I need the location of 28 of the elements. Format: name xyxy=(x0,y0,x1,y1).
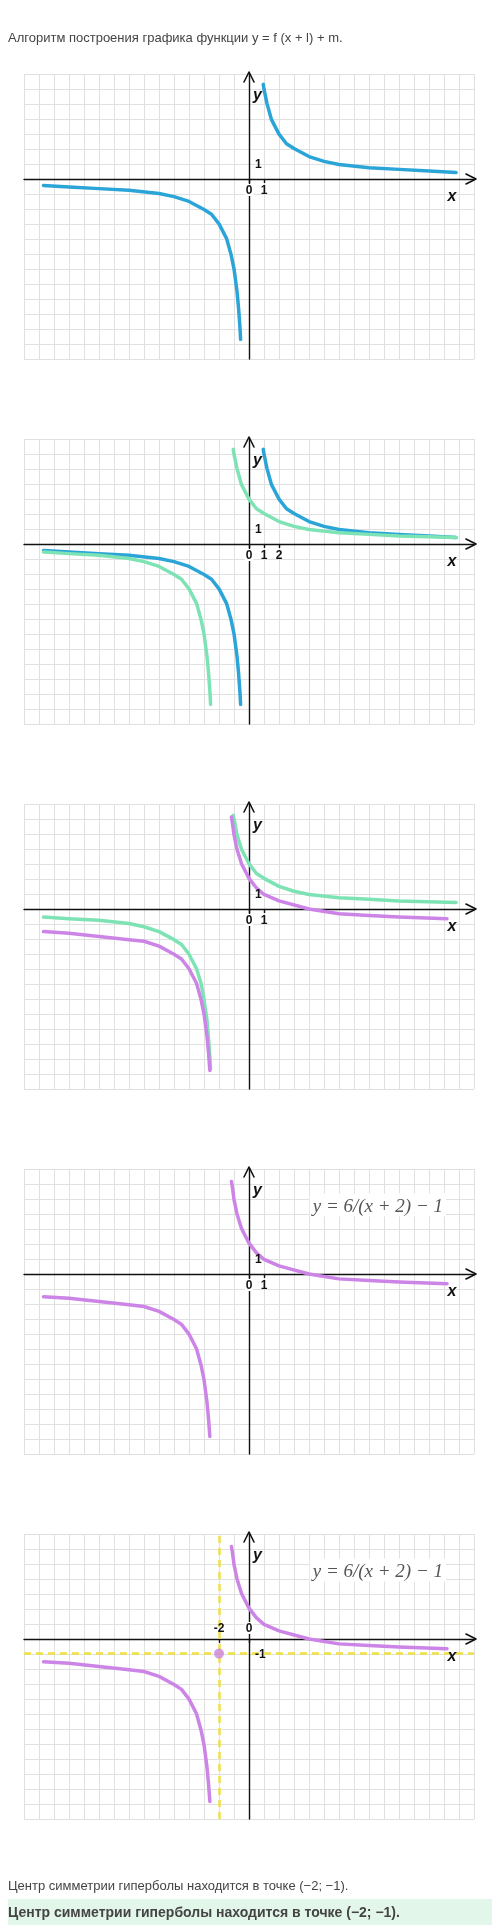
x-tick-label: 0 xyxy=(245,548,253,562)
text: Центр симметрии гиперболы находится в точке (−2; −1). xyxy=(8,1899,492,1925)
annotation: 1 xyxy=(255,157,262,171)
y-axis-title: y xyxy=(252,1545,263,1563)
x-axis-title: x xyxy=(446,1646,458,1664)
annotation: y = 6/(x + 2) − 1 xyxy=(310,1194,443,1217)
y-axis-title: y xyxy=(252,85,263,103)
annotation: y = 6/(x + 2) − 1 xyxy=(310,1559,443,1582)
x-tick-label: 0 xyxy=(245,183,253,197)
annotation: 1 xyxy=(255,522,262,536)
x-axis-title: x xyxy=(446,916,458,934)
y-axis-title: y xyxy=(252,450,263,468)
annotation: 1 xyxy=(255,887,262,901)
x-axis-title: x xyxy=(446,551,458,569)
x-tick-label: -2 xyxy=(213,1621,225,1635)
y-axis-title: y xyxy=(252,815,263,833)
x-tick-label: 0 xyxy=(245,913,253,927)
x-tick-label: 2 xyxy=(275,548,283,562)
y-axis-title: y xyxy=(252,1180,263,1198)
annotation: -1 xyxy=(255,1646,266,1661)
text: Центр симметрии гиперболы находится в точке (−2; −1). xyxy=(8,1877,350,1895)
x-axis-title: x xyxy=(446,186,458,204)
annotation: 1 xyxy=(255,1252,262,1266)
x-tick-label: 0 xyxy=(245,1621,253,1635)
x-tick-label: 1 xyxy=(260,548,268,562)
x-tick-label: 0 xyxy=(245,1278,253,1292)
chart-title: Алгоритм построения графика функции y = f (x + l) + m. xyxy=(8,29,344,47)
x-axis-title: x xyxy=(446,1281,458,1299)
